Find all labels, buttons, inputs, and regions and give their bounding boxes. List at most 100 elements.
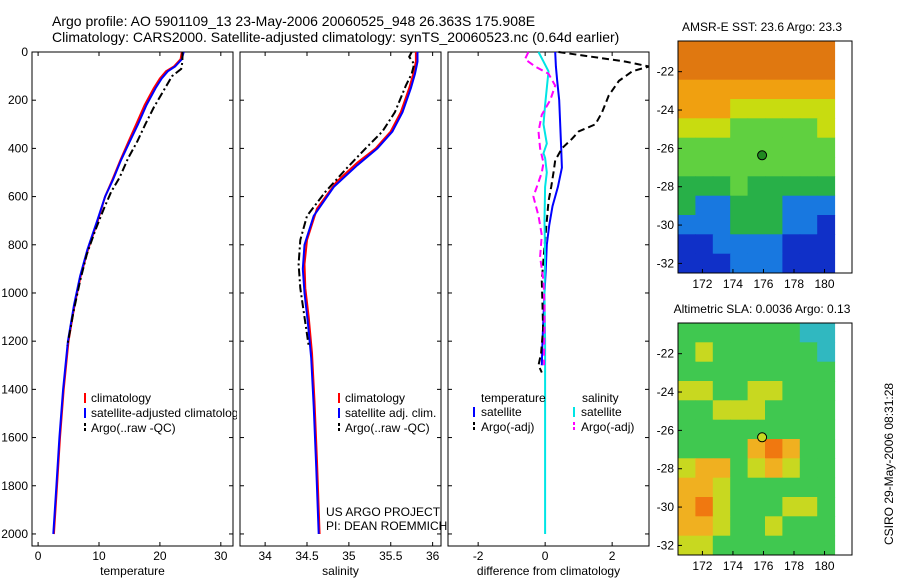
sla-cell [782,419,801,440]
sst-ytick-label-1: -24 [657,103,675,117]
sst-cell [799,195,818,216]
temp-ytick-label-8: 1600 [1,431,28,445]
sst-cell [747,118,766,139]
sla-cell [678,497,696,517]
sla-cell [712,323,731,343]
sal-xtick-label-3: 35.5 [379,549,403,563]
sla-cell [712,497,731,517]
sst-cell [678,99,696,119]
sla-cell [747,342,766,363]
sla-cell [747,535,766,556]
sst-cell [799,41,818,61]
sla-cell [712,381,731,401]
sst-cell [747,176,766,197]
diff-plot-frame [447,51,650,547]
sst-cell [678,118,696,139]
sst-cell [799,137,818,158]
sst-cell [782,234,801,255]
sst-cell [695,99,714,119]
sla-cell [782,400,801,421]
sst-cell [695,234,714,255]
sal-xtick-label-2: 35 [342,549,356,563]
sst-cell [712,253,731,274]
sla-cell [712,516,731,537]
sst-cell [695,253,714,274]
sla-cell [817,381,836,401]
temp-legend-label-2: Argo(..raw -QC) [91,421,176,435]
sal-xtick-label-0: 34 [258,549,272,563]
sst-cell [817,118,836,139]
sst-cell [817,195,836,216]
sst-cell [678,253,696,274]
sla-cell [695,361,714,382]
sla-cell [782,323,801,343]
sst-cell [678,195,696,216]
sst-xtick-label-3: 178 [784,277,804,291]
sst-xtick-label-0: 172 [692,277,712,291]
sst-ytick-label-2: -26 [657,141,675,155]
temp-ytick-label-5: 1000 [1,286,28,300]
sla-cell [747,497,766,517]
sla-ytick-label-2: -26 [657,423,675,437]
sal-series-blue-line [301,52,419,535]
sla-cell [817,535,836,556]
sla-cell [747,516,766,537]
sst-cell [817,176,836,197]
sst-cell [712,176,731,197]
sst-cell [678,137,696,158]
sst-cell [730,253,749,274]
sla-cell [765,458,783,479]
sst-cell [782,137,801,158]
sla-cell [730,419,749,440]
sst-cell [678,79,696,100]
sst-cell [730,137,749,158]
sla-ytick-label-4: -30 [657,500,675,514]
sla-cell [730,535,749,556]
temp-xtick-label-1: 10 [92,549,106,563]
sla-cell [712,342,731,363]
sla-cell [817,458,836,479]
temp-ytick-label-6: 1200 [1,334,28,348]
sst-xtick-label-4: 180 [815,277,835,291]
sla-cell [695,381,714,401]
sst-cell [747,41,766,61]
sst-cell [712,60,731,81]
sst-ytick-label-0: -22 [657,65,675,79]
sla-cell [747,381,766,401]
diff-legend-salinity-title: salinity [582,391,619,405]
sst-cell [817,137,836,158]
sst-cell [730,176,749,197]
sst-cell [712,41,731,61]
sst-cell [730,215,749,235]
sst-cell [695,176,714,197]
sla-cell [765,381,783,401]
sla-cell [678,342,696,363]
sla-cell [765,477,783,498]
sla-cell [678,535,696,556]
sst-cell [712,215,731,235]
temp-ytick-label-10: 2000 [1,527,28,541]
sst-cell [730,60,749,81]
sla-cell [678,400,696,421]
sla-cell [695,323,714,343]
sla-cell [695,516,714,537]
sst-cell [695,41,714,61]
sst-cell [817,99,836,119]
sla-cell [765,516,783,537]
sla-cell [799,516,818,537]
sla-cell [695,497,714,517]
sla-cell [712,361,731,382]
sla-cell [712,458,731,479]
sla-cell [799,342,818,363]
sst-cell [712,99,731,119]
sst-xtick-label-1: 174 [723,277,743,291]
sal-xlabel: salinity [322,564,359,578]
sla-cell [730,439,749,459]
sst-cell [695,195,714,216]
sst-cell [782,215,801,235]
temp-ytick-label-7: 1400 [1,382,28,396]
sst-cell [799,234,818,255]
sla-xtick-label-0: 172 [692,559,712,573]
sst-cell [765,99,783,119]
sst-cell [712,234,731,255]
